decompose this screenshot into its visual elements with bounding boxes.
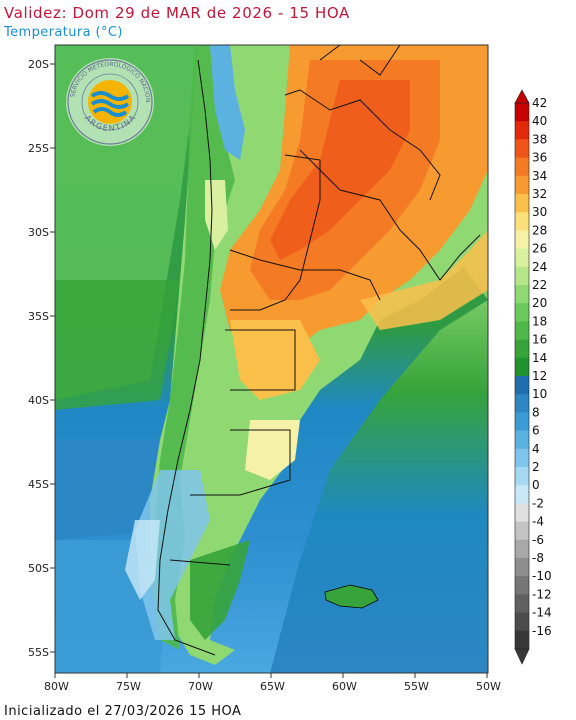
map-title: Validez: Dom 29 de MAR de 2026 - 15 HOA [4,4,350,22]
colorbar-label: 30 [532,205,547,219]
lon-label-50w: 50W [476,680,501,693]
colorbar-swatch [515,321,529,340]
colorbar-swatch [515,230,529,249]
lon-label-80w: 80W [44,680,69,693]
lat-label-40s: 40S [28,394,49,407]
colorbar-swatch [515,266,529,286]
smn-logo: SERVICIO METEOROLÓGICO NACIONAL ARGENTIN… [0,0,154,146]
colorbar-label: 18 [532,314,547,328]
colorbar-swatch [515,285,529,304]
colorbar-label: 10 [532,387,547,401]
colorbar-label: 14 [532,351,547,365]
colorbar-swatch [515,485,529,504]
colorbar-swatch [515,194,529,213]
lat-label-35s: 35S [28,310,49,323]
colorbar-swatch [515,558,529,577]
colorbar-swatch [515,503,529,522]
colorbar-label: 38 [532,132,547,146]
colorbar-swatch [515,467,529,486]
colorbar-label: 12 [532,369,547,383]
colorbar-label: -4 [532,515,544,529]
colorbar-frame [514,102,530,650]
colorbar-label: -6 [532,533,544,547]
colorbar-label: 20 [532,296,547,310]
lat-axis: 20S 25S 30S 35S 40S 45S 50S 55S [28,58,49,659]
colorbar-swatch [515,121,529,140]
lon-label-70w: 70W [188,680,213,693]
temperature-field [55,45,488,673]
lon-label-60w: 60W [332,680,357,693]
colorbar-swatch [515,139,529,158]
colorbar-label: -2 [532,496,544,510]
colorbar-swatch [515,157,529,177]
colorbar-swatch [515,339,529,359]
colorbar-swatch [515,303,529,322]
colorbar-label: 26 [532,242,547,256]
colorbar-swatch [515,412,529,431]
colorbar-label: 2 [532,460,540,474]
lat-label-50s: 50S [28,562,49,575]
colorbar-label: -16 [532,624,552,638]
colorbar-label: 6 [532,424,540,438]
colorbar-swatch [515,175,529,195]
lat-label-30s: 30S [28,226,49,239]
colorbar-label: -8 [532,551,544,565]
colorbar-swatch [515,357,529,377]
colorbar-swatch [515,248,529,268]
colorbar-swatch [515,594,529,613]
colorbar-swatch [515,521,529,541]
colorbar-label: -12 [532,587,552,601]
colorbar-swatch [515,448,529,468]
colorbar-top-arrow [514,89,530,104]
colorbar-label: 0 [532,478,540,492]
lat-label-45s: 45S [28,478,49,491]
lat-label-25s: 25S [28,142,49,155]
colorbar-bottom-arrow [514,648,530,665]
colorbar-label: 28 [532,223,547,237]
colorbar-label: 4 [532,442,540,456]
colorbar-label: 42 [532,96,547,110]
colorbar-swatch [515,612,529,632]
init-text: Inicializado el 27/03/2026 15 HOA [4,704,242,719]
waves-icon [90,91,130,117]
colorbar-swatch [515,394,529,413]
colorbar-label: -14 [532,606,552,620]
lon-label-75w: 75W [116,680,141,693]
lat-label-20s: 20S [28,58,49,71]
colorbar-label: 36 [532,151,547,165]
lon-axis: 80W 75W 70W 65W 60W 55W 50W [44,680,501,693]
colorbar-swatch [515,630,529,650]
colorbar-label: 40 [532,114,547,128]
colorbar-swatch [515,539,529,559]
lat-label-55s: 55S [28,646,49,659]
colorbar-label: 16 [532,333,547,347]
colorbar-label: 22 [532,278,547,292]
colorbar-label: 24 [532,260,547,274]
colorbar-swatch [515,576,529,595]
lon-label-65w: 65W [260,680,285,693]
colorbar: 424038363432302826242220181614121086420-… [514,89,552,665]
colorbar-label: 8 [532,405,540,419]
colorbar-swatch [515,212,529,231]
colorbar-label: 34 [532,169,547,183]
colorbar-label: 32 [532,187,547,201]
map-subtitle: Temperatura (°C) [4,25,123,40]
lon-label-55w: 55W [404,680,429,693]
colorbar-swatch [515,103,529,122]
colorbar-swatch [515,376,529,395]
colorbar-label: -10 [532,569,552,583]
political-borders [157,45,481,656]
colorbar-swatch [515,430,529,450]
